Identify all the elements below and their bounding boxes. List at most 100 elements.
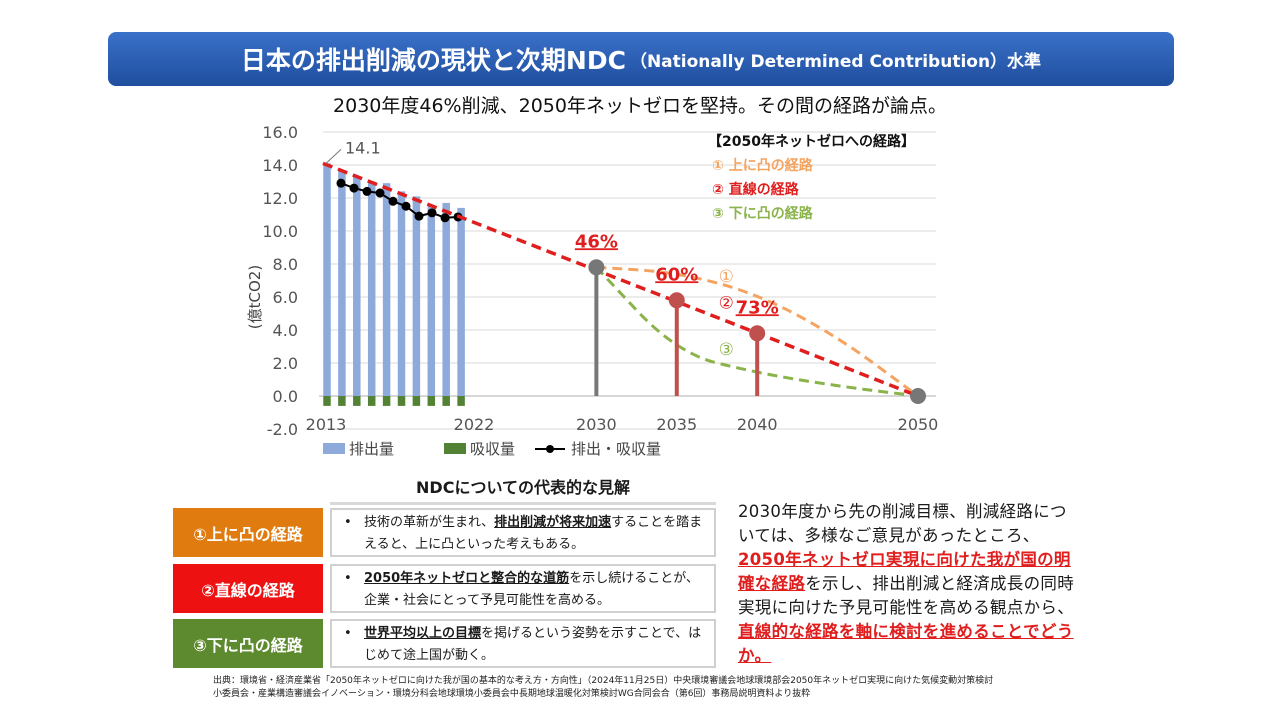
path-legend-item: ③ 下に凸の経路 (712, 205, 814, 222)
y-tick-label: 0.0 (273, 387, 298, 406)
net-emission-line (340, 182, 459, 219)
net-emission-point (427, 208, 437, 218)
summary-highlight1: 2050年ネットゼロ実現に向けた我が国の明確な経路 (738, 550, 1071, 593)
x-tick-label: 2022 (454, 415, 495, 434)
legend-swatch-net-point (546, 445, 554, 453)
absorption-bar (323, 396, 331, 406)
target-point (749, 325, 766, 342)
absorption-bar (457, 396, 465, 406)
absorption-bar (412, 396, 421, 406)
absorption-bar (367, 396, 376, 406)
concave-path-line (596, 265, 919, 398)
y-tick-label: 2.0 (273, 354, 298, 373)
net-emission-point (401, 201, 411, 211)
emission-bar (382, 183, 391, 396)
y-tick-label: 6.0 (273, 288, 298, 307)
absorption-bar (382, 396, 391, 406)
chart-subtitle: 2030年度46%削減、2050年ネットゼロを堅持。その間の経路が論点。 (333, 95, 947, 117)
start-value-label: 14.1 (345, 138, 381, 157)
ndc-text-after: を掲げるという姿勢を示すことで、はじめて途上国が動く。 (364, 626, 702, 663)
emission-bar (338, 169, 346, 396)
source-line-2: 小委員会・産業構造審議会イノベーション・環境分科会地球環境小委員会中長期地球温暖… (213, 689, 811, 699)
ndc-text-after: することを踏まえると、上に凸といった考えもある。 (364, 515, 703, 552)
y-axis-label: (億tCO2) (246, 265, 264, 329)
y-tick-label: 4.0 (273, 321, 298, 340)
source-note: 出典：環境省・経済産業省「2050年ネットゼロに向けた我が国の基本的な考え方・方… (213, 675, 993, 701)
emission-bar (427, 206, 436, 396)
ndc-text-emphasis: 世界平均以上の目標 (364, 626, 482, 641)
emission-bar (457, 207, 465, 396)
page-title: 日本の排出削減の現状と次期NDC (240, 46, 626, 75)
legend-label-net: 排出・吸収量 (571, 440, 661, 458)
target-point (910, 388, 926, 404)
target-point (588, 259, 605, 276)
ndc-row-text: • 世界平均以上の目標を掲げるという姿勢を示すことで、はじめて途上国が動く。 (330, 619, 716, 668)
target-point (668, 292, 685, 309)
target-reduction-label: 60% (655, 264, 698, 285)
ndc-header: NDCについての代表的な見解 (330, 474, 716, 505)
target-reduction-label: 73% (736, 297, 779, 318)
target-reduction-label: 46% (575, 231, 618, 252)
straight-path-line (322, 161, 919, 398)
y-tick-label: 8.0 (273, 255, 298, 274)
summary-highlight2: 直線的な経路を軸に検討を進めることでどうか。 (738, 622, 1074, 665)
y-tick-label: -2.0 (267, 420, 298, 439)
path-legend-title: 【2050年ネットゼロへの経路】 (708, 133, 915, 150)
emission-bar (397, 191, 406, 396)
ndc-row-label: ③下に凸の経路 (173, 619, 323, 668)
emission-bar (412, 196, 421, 396)
absorption-bar (397, 396, 406, 406)
legend-label-emission: 排出量 (349, 440, 394, 458)
y-tick-label: 12.0 (262, 189, 298, 208)
bullet: • (344, 626, 352, 641)
absorption-bar (442, 396, 450, 406)
summary-text: 2030年度から先の削減目標、削減経路については、多様なご意見があったところ、 2… (738, 500, 1078, 668)
summary-part1: 2030年度から先の削減目標、削減経路については、多様なご意見があったところ、 (738, 502, 1067, 545)
legend-swatch-absorption (444, 443, 466, 454)
absorption-bar (353, 396, 361, 406)
bullet: • (344, 571, 352, 586)
emission-bar (353, 176, 361, 396)
path-marker-convex: ③ (719, 340, 734, 360)
ndc-text-emphasis: 2050年ネットゼロと整合的な道筋 (364, 571, 570, 586)
net-emission-point (414, 211, 424, 221)
net-emission-point (388, 196, 398, 206)
x-tick-label: 2050 (898, 415, 939, 434)
net-emission-point (375, 188, 385, 198)
emissions-chart: 16.0 14.0 12.0 10.0 8.0 6.0 4.0 2.0 0.0 -2.0 (億tCO… (246, 123, 939, 458)
net-emission-point (362, 186, 372, 196)
ndc-row-text: • 技術の革新が生まれ、排出削減が将来加速することを踏まえると、上に凸といった考え… (330, 508, 716, 557)
ndc-text-after: を示し続けることが、企業・社会にとって予見可能性を高める。 (364, 571, 699, 608)
ndc-row-text: • 2050年ネットゼロと整合的な道筋を示し続けることが、企業・社会にとって予見可… (330, 564, 716, 613)
x-tick-label: 2030 (576, 415, 617, 434)
legend-label-absorption: 吸収量 (470, 440, 515, 458)
path-marker-straight: ② (719, 294, 734, 314)
ndc-text-before: 技術の革新が生まれ、 (364, 515, 495, 530)
x-tick-label: 2035 (656, 415, 697, 434)
path-legend-item: ① 上に凸の経路 (712, 157, 814, 174)
bullet: • (344, 515, 352, 530)
page-title-sub: （Nationally Determined Contribution）水準 (629, 51, 1042, 72)
net-emission-point (336, 178, 346, 188)
legend-swatch-emission (323, 443, 345, 454)
x-tick-label: 2040 (737, 415, 778, 434)
emission-bar (367, 181, 376, 396)
summary-part2: を示し、排出削減と経済成長の同時実現に向けた予見可能性を高める観点から、 (738, 574, 1075, 617)
absorption-bar (427, 396, 436, 406)
net-emission-point (440, 213, 450, 223)
emission-bar (323, 163, 331, 396)
y-tick-label: 10.0 (262, 222, 298, 241)
ndc-text-emphasis: 排出削減が将来加速 (494, 515, 612, 530)
net-emission-point (349, 183, 359, 193)
y-tick-label: 14.0 (262, 156, 298, 175)
ndc-row-label: ①上に凸の経路 (173, 508, 323, 557)
title-bar: 日本の排出削減の現状と次期NDC （Nationally Determined … (108, 32, 1174, 86)
path-marker-concave: ① (719, 267, 734, 287)
absorption-bar (338, 396, 346, 406)
start-label-leader (325, 148, 342, 164)
x-tick-label: 2013 (306, 415, 347, 434)
source-line-1: 出典：環境省・経済産業省「2050年ネットゼロに向けた我が国の基本的な考え方・方… (213, 676, 994, 686)
ndc-row-label: ②直線の経路 (173, 564, 323, 613)
path-legend-item: ② 直線の経路 (712, 181, 800, 198)
y-tick-label: 16.0 (262, 123, 298, 142)
